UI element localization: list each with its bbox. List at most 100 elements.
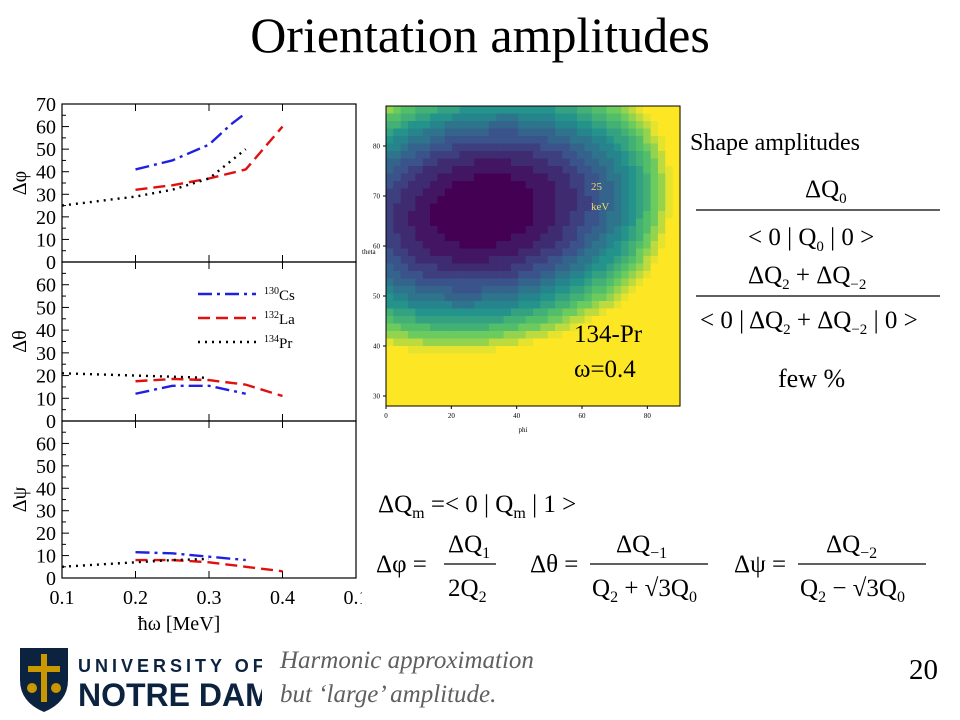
heatmap-cell — [496, 346, 505, 355]
heatmap-cell — [562, 188, 571, 197]
heatmap-cell — [606, 293, 615, 302]
heatmap-cell — [643, 368, 652, 377]
heatmap-cell — [525, 383, 534, 392]
heatmap-cell — [533, 113, 541, 122]
heatmap-cell — [393, 376, 402, 385]
heatmap-cell — [408, 376, 416, 385]
heatmap-cell — [555, 293, 563, 302]
heatmap-cell — [437, 338, 446, 347]
x-tick-label: 0.3 — [197, 587, 222, 609]
heatmap-cell — [474, 181, 483, 190]
heatmap-cell — [562, 301, 571, 310]
heatmap-cell — [488, 241, 497, 250]
heatmap-cell — [577, 293, 586, 302]
heatmap-cell — [555, 143, 563, 152]
heatmap-cell — [444, 391, 453, 400]
heatmap-cell — [510, 196, 519, 205]
heatmap-cell — [606, 323, 615, 332]
heatmap-cell — [496, 316, 505, 325]
heatmap-cell — [599, 398, 608, 407]
heatmap-cell — [466, 211, 475, 220]
heatmap-cell — [606, 136, 615, 145]
note-line-1: Harmonic approximation — [280, 647, 534, 674]
heatmap-cell — [496, 143, 505, 152]
heatmap-cell — [540, 151, 549, 160]
heatmap-cell — [503, 263, 512, 272]
heatmap-cell — [510, 353, 519, 362]
heatmap-cell — [569, 263, 578, 272]
heatmap-cell — [540, 218, 549, 227]
heatmap-cell — [444, 256, 453, 265]
heatmap-cell — [562, 218, 571, 227]
heatmap-cell — [635, 338, 644, 347]
heatmap-cell — [503, 151, 512, 160]
heatmap-cell — [540, 226, 549, 235]
heatmap-cell — [650, 181, 659, 190]
heatmap-cell — [430, 353, 439, 362]
heatmap-cell — [466, 308, 475, 317]
heatmap-cell — [422, 128, 431, 137]
heatmap-cell — [643, 301, 652, 310]
heatmap-cell — [621, 286, 630, 295]
heatmap-cell — [459, 331, 468, 340]
heatmap-cell — [540, 286, 549, 295]
heatmap-cell — [540, 316, 549, 325]
heatmap-cell — [496, 278, 505, 287]
heatmap-cell — [621, 361, 630, 370]
heatmap-cell — [672, 256, 681, 265]
heatmap-cell — [584, 376, 593, 385]
heatmap-cell — [452, 338, 461, 347]
heatmap-cell — [386, 271, 394, 280]
heatmap-cell — [408, 241, 416, 250]
heatmap-cell — [540, 203, 549, 212]
heatmap-cell — [386, 361, 394, 370]
heatmap-cell — [650, 173, 659, 182]
heatmap-cell — [591, 248, 600, 257]
svg-text:ΔQ−2: ΔQ−2 — [826, 531, 877, 562]
heatmap-cell — [613, 331, 622, 340]
heatmap-cell — [444, 271, 453, 280]
heatmap-cell — [569, 316, 578, 325]
heatmap-cell — [488, 233, 497, 242]
heatmap-cell — [635, 383, 644, 392]
heatmap-cell — [635, 308, 644, 317]
heatmap-cell — [665, 293, 674, 302]
heatmap-cell — [518, 293, 527, 302]
heatmap-cell — [459, 338, 468, 347]
heatmap-cell — [437, 398, 446, 407]
heatmap-cell — [518, 256, 527, 265]
heatmap-cell — [657, 271, 666, 280]
heatmap-cell — [613, 256, 622, 265]
heatmap-cell — [466, 106, 475, 115]
heatmap-cell — [555, 263, 563, 272]
heatmap-cell — [400, 353, 409, 362]
heatmap-cell — [533, 271, 541, 280]
heatmap-cell — [466, 241, 475, 250]
heatmap-cell — [606, 301, 615, 310]
heatmap-cell — [547, 173, 556, 182]
heatmap-cell — [613, 188, 622, 197]
heatmap-cell — [488, 271, 497, 280]
heatmap-cell — [408, 173, 416, 182]
heatmap-cell — [518, 323, 527, 332]
heatmap-cell — [422, 286, 431, 295]
heatmap-cell — [540, 331, 549, 340]
heatmap-cell — [635, 196, 644, 205]
heatmap-cell — [510, 181, 519, 190]
heatmap-cell — [606, 361, 615, 370]
heatmap-cell — [613, 218, 622, 227]
heatmap-cell — [547, 368, 556, 377]
heatmap-cell — [533, 233, 541, 242]
heatmap-cell — [606, 181, 615, 190]
heatmap-cell — [665, 143, 674, 152]
heatmap-cell — [518, 331, 527, 340]
heatmap-cells — [386, 106, 681, 407]
heatmap-cell — [386, 368, 394, 377]
heatmap-cell — [672, 196, 681, 205]
heatmap-x-tick-label: 80 — [644, 412, 652, 420]
heatmap-cell — [577, 203, 586, 212]
heatmap-cell — [452, 353, 461, 362]
heatmap-cell — [525, 346, 534, 355]
heatmap-cell — [415, 286, 424, 295]
heatmap-cell — [422, 196, 431, 205]
